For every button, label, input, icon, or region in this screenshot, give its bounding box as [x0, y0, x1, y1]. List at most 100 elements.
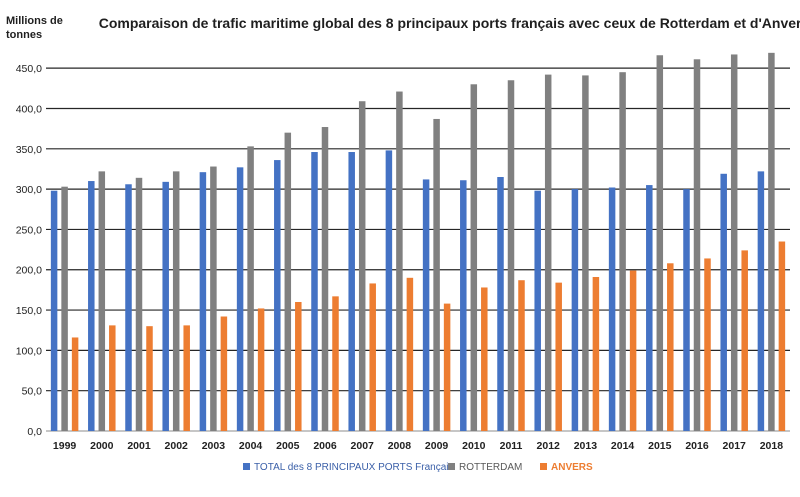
- bar-total-2017: [720, 173, 727, 431]
- chart-title: Comparaison de trafic maritime global de…: [99, 15, 800, 31]
- bar-anvers-2009: [443, 303, 451, 431]
- bar-anvers-2017: [741, 250, 748, 431]
- x-tick-label: 2001: [127, 440, 151, 452]
- legend: TOTAL des 8 PRINCIPAUX PORTS Français ROT…: [243, 462, 593, 473]
- bar-rotterdam-2003: [210, 166, 217, 431]
- bar-anvers-2003: [220, 316, 228, 431]
- y-unit-label-line1: Millions de: [6, 15, 63, 27]
- bars: [50, 52, 786, 432]
- legend-swatch: [448, 463, 455, 470]
- bar-anvers-2015: [667, 263, 674, 431]
- x-tick-label: 2006: [313, 440, 337, 452]
- bar-rotterdam-2002: [172, 171, 180, 431]
- y-tick-label: 250,0: [16, 224, 42, 236]
- x-tick-label: 2018: [760, 440, 784, 452]
- x-tick-label: 2005: [276, 440, 300, 452]
- x-tick-label: 2011: [500, 440, 523, 452]
- y-tick-label: 300,0: [16, 184, 42, 196]
- bar-total-2001: [125, 184, 132, 431]
- x-tick-label: 2017: [723, 440, 747, 452]
- x-axis-ticks: 1999 2000 2001 2002 2003 2004 2005 2006 2007 2008…: [53, 440, 783, 452]
- bar-anvers-2012: [555, 282, 562, 431]
- x-tick-label: 2010: [462, 440, 486, 452]
- gridlines: [46, 67, 790, 432]
- x-tick-label: 2008: [388, 440, 412, 452]
- bar-rotterdam-2015: [656, 55, 664, 432]
- bar-rotterdam-2018: [768, 52, 775, 432]
- bar-total-2005: [274, 160, 281, 432]
- bar-rotterdam-2000: [98, 171, 106, 431]
- bar-rotterdam-1999: [61, 186, 68, 431]
- bar-anvers-2001: [146, 326, 153, 431]
- bar-total-2015: [646, 185, 653, 431]
- bar-anvers-2014: [629, 270, 637, 431]
- legend-label: ROTTERDAM: [459, 462, 522, 473]
- bar-rotterdam-2017: [730, 54, 738, 431]
- y-tick-label: 350,0: [16, 144, 42, 156]
- legend-swatch: [243, 463, 250, 470]
- bar-rotterdam-2006: [321, 127, 329, 431]
- bar-total-1999: [50, 190, 58, 431]
- y-tick-label: 200,0: [16, 265, 42, 277]
- bar-anvers-2011: [518, 280, 525, 431]
- bar-total-2011: [497, 177, 504, 431]
- y-unit-label-line2: tonnes: [6, 29, 42, 41]
- bar-rotterdam-2008: [396, 91, 403, 432]
- x-tick-label: 1999: [53, 440, 77, 452]
- y-axis-ticks: 0,0 50,0 100,0 150,0 200,0 250,0 300,0 350,0 400…: [16, 63, 42, 438]
- legend-swatch: [540, 463, 547, 470]
- y-tick-label: 50,0: [22, 386, 43, 398]
- y-tick-label: 150,0: [16, 305, 42, 317]
- bar-total-2006: [311, 152, 318, 431]
- bar-rotterdam-2016: [693, 59, 701, 431]
- legend-label: ANVERS: [551, 462, 593, 473]
- bar-rotterdam-2012: [544, 74, 552, 431]
- bar-rotterdam-2001: [135, 177, 143, 431]
- bar-total-2008: [385, 150, 393, 431]
- bar-anvers-2008: [406, 277, 414, 431]
- x-tick-label: 2000: [90, 440, 114, 452]
- bar-rotterdam-2010: [470, 84, 478, 431]
- bar-total-2016: [683, 189, 690, 431]
- bar-total-2012: [534, 190, 541, 431]
- bar-rotterdam-2007: [358, 101, 366, 431]
- y-tick-label: 450,0: [16, 63, 42, 75]
- bar-total-2004: [236, 167, 244, 432]
- x-tick-label: 2014: [611, 440, 635, 452]
- legend-label: TOTAL des 8 PRINCIPAUX PORTS Français: [254, 462, 454, 473]
- y-tick-label: 400,0: [16, 103, 42, 115]
- y-tick-label: 100,0: [16, 345, 42, 357]
- bar-total-2003: [199, 172, 207, 431]
- bar-rotterdam-2014: [619, 72, 626, 431]
- bar-anvers-2004: [257, 308, 265, 431]
- bar-anvers-1999: [71, 337, 79, 431]
- bar-total-2007: [348, 152, 355, 431]
- bar-anvers-2006: [332, 296, 339, 431]
- y-tick-label: 0,0: [27, 426, 42, 438]
- bar-anvers-2005: [295, 301, 302, 431]
- x-tick-label: 2012: [537, 440, 561, 452]
- x-tick-label: 2003: [202, 440, 226, 452]
- bar-total-2009: [422, 179, 430, 431]
- bar-anvers-2000: [109, 325, 116, 431]
- x-tick-label: 2009: [425, 440, 449, 452]
- bar-total-2013: [571, 189, 579, 431]
- x-tick-label: 2013: [574, 440, 598, 452]
- bar-anvers-2002: [183, 325, 190, 431]
- bar-total-2014: [608, 187, 616, 431]
- bar-rotterdam-2013: [582, 75, 589, 431]
- bar-anvers-2010: [481, 287, 488, 431]
- x-tick-label: 2002: [165, 440, 189, 452]
- bar-anvers-2018: [778, 241, 786, 431]
- bar-total-2002: [162, 181, 169, 431]
- bar-anvers-2013: [592, 276, 600, 431]
- bar-rotterdam-2005: [284, 132, 292, 432]
- x-tick-label: 2016: [685, 440, 709, 452]
- bar-rotterdam-2009: [433, 118, 440, 432]
- bar-total-2018: [757, 171, 765, 431]
- x-tick-label: 2007: [351, 440, 375, 452]
- bar-total-2010: [460, 180, 467, 431]
- bar-total-2000: [88, 181, 95, 431]
- bar-anvers-2016: [704, 258, 711, 431]
